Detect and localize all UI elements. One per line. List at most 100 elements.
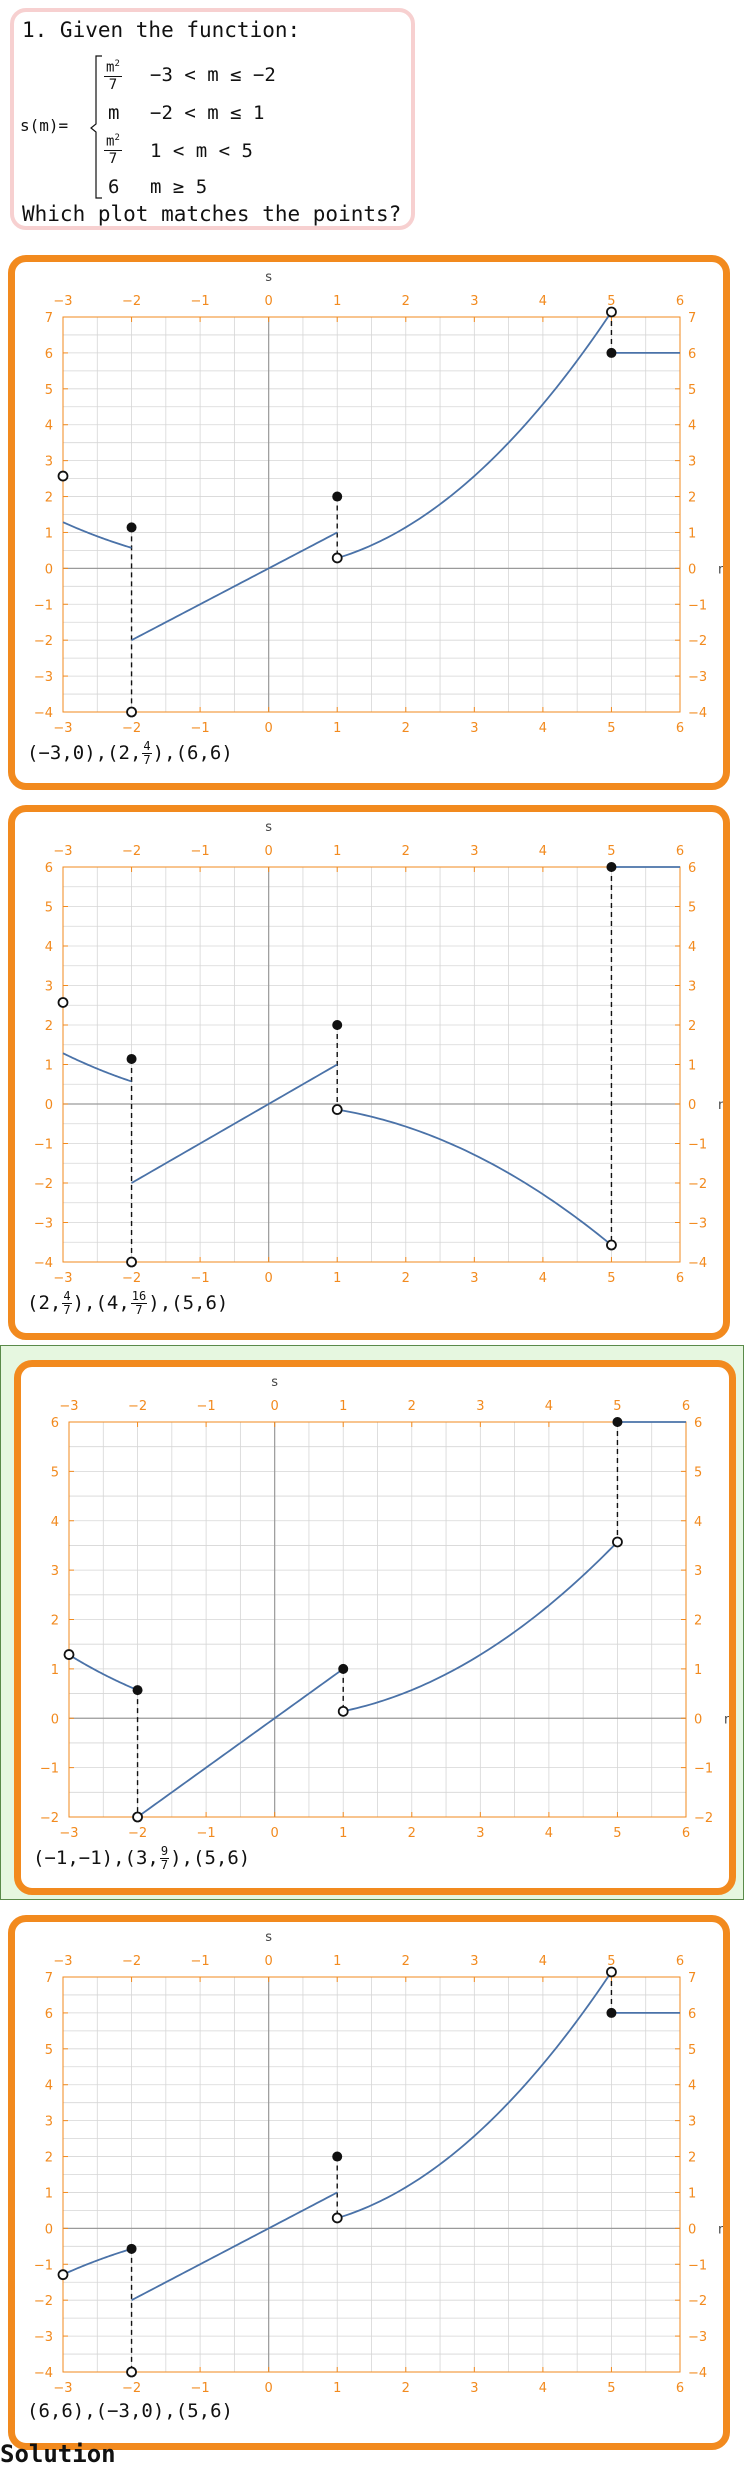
closed-point: [126, 522, 137, 533]
question-box: 1. Given the function: s(m)= m2 7 −3 < m…: [10, 8, 415, 230]
option-2[interactable]: −3 −3 −2 −2 −1 −1 0 0 1 1 2 2 3 3 4 4 5 5 6 6 −4 −4 −3 −3 −2 −2 −1…: [8, 805, 730, 1340]
y-tick-label: −1: [34, 2258, 53, 2273]
open-point: [126, 706, 137, 718]
x-tick-label: 2: [408, 1826, 416, 1841]
x-tick-label: 1: [333, 2381, 341, 2396]
x-tick-label: 5: [613, 1399, 621, 1414]
x-tick-label: 3: [470, 844, 478, 859]
point-text: ): [72, 1292, 85, 1314]
y-tick-label: 4: [694, 1515, 702, 1530]
point-text: ,: [95, 742, 108, 764]
x-tick-label: 0: [271, 1826, 279, 1841]
x-tick-label: −1: [191, 294, 210, 309]
x-tick-label: 5: [607, 844, 615, 859]
open-point: [331, 2212, 343, 2224]
x-tick-label: 1: [333, 1271, 341, 1286]
y-tick-label: −2: [40, 1811, 59, 1826]
x-tick-label: −3: [53, 1271, 72, 1286]
open-point: [63, 1649, 75, 1660]
function-segment: [62, 521, 132, 549]
x-tick-label: 0: [265, 294, 273, 309]
point-text: (−3,0): [95, 2400, 165, 2422]
y-tick-label: 3: [45, 980, 53, 995]
closed-point: [332, 1020, 343, 1030]
y-tick-label: 7: [688, 1971, 696, 1986]
y-tick-label: −3: [34, 2330, 53, 2345]
x-tick-label: 4: [539, 844, 547, 859]
closed-point: [612, 1417, 623, 1427]
plot-frame: [62, 1976, 681, 2373]
closed-point: [606, 2007, 617, 2018]
closed-point: [338, 1663, 349, 1674]
y-tick-label: 1: [45, 1059, 53, 1074]
y-tick-label: −4: [34, 2366, 53, 2381]
x-tick-label: −3: [59, 1826, 78, 1841]
option-1[interactable]: −3 −3 −2 −2 −1 −1 0 0 1 1 2 2 3 3 4 4 5 5 6 6 −4 −4 −3 −3 −2 −2 −1…: [8, 255, 730, 790]
x-tick-label: 3: [470, 1954, 478, 1969]
point-text: (−3,0): [27, 742, 96, 764]
y-tick-label: 0: [45, 562, 53, 577]
piece-2-expr: m: [108, 102, 120, 124]
open-point: [606, 1966, 617, 1978]
y-tick-label: 1: [688, 2186, 696, 2201]
y-tick-label: 1: [688, 1059, 696, 1074]
option-4-points: (6,6),(−3,0),(5,6): [27, 2400, 233, 2422]
open-point: [606, 306, 617, 318]
point-text: (6,6): [27, 2400, 85, 2422]
x-tick-label: 1: [333, 721, 341, 736]
option-2-points: (2, 4 7),(4, 16 7),(5,6): [27, 1290, 228, 1317]
y-tick-label: −4: [688, 1256, 707, 1271]
option-3[interactable]: −3 −3 −2 −2 −1 −1 0 0 1 1 2 2 3 3 4 4 5 5 6 6 −2 −2 −1 −1 0 0 1 1 2 2…: [14, 1360, 736, 1895]
y-tick-label: 1: [694, 1663, 702, 1678]
open-point: [57, 2269, 69, 2281]
y-tick-label: 3: [688, 980, 696, 995]
point-text: ,: [84, 1292, 96, 1314]
option-4[interactable]: −3 −3 −2 −2 −1 −1 0 0 1 1 2 2 3 3 4 4 5 5 6 6 −4 −4 −3 −3 −2 −2 −1…: [8, 1915, 730, 2450]
x-tick-label: 4: [539, 1954, 547, 1969]
x-tick-label: 2: [402, 294, 410, 309]
closed-point: [332, 491, 343, 502]
x-tick-label: 6: [676, 1271, 684, 1286]
y-tick-label: 5: [51, 1465, 59, 1480]
x-tick-label: 1: [339, 1399, 347, 1414]
question-title: 1. Given the function:: [22, 18, 301, 42]
y-tick-label: −1: [34, 598, 53, 613]
y-axis-label: s: [265, 1930, 272, 1945]
y-tick-label: 2: [688, 491, 696, 506]
point-text: (6,6): [175, 742, 233, 764]
open-point: [57, 997, 69, 1008]
function-name: s(m)=: [20, 116, 69, 135]
x-tick-label: 0: [265, 1954, 273, 1969]
closed-point: [332, 2151, 343, 2162]
y-tick-label: 6: [51, 1416, 59, 1431]
y-tick-label: 6: [45, 861, 53, 876]
closed-point: [132, 1685, 143, 1696]
point-text: (2,: [107, 742, 142, 764]
x-tick-label: 3: [470, 721, 478, 736]
x-tick-label: 6: [676, 721, 684, 736]
y-tick-label: 5: [688, 383, 696, 398]
x-tick-label: 5: [613, 1826, 621, 1841]
y-tick-label: −3: [688, 2330, 707, 2345]
x-tick-label: −2: [122, 721, 141, 736]
y-tick-label: 6: [688, 861, 696, 876]
point-text: ,: [84, 2400, 96, 2422]
x-tick-label: 4: [545, 1826, 553, 1841]
y-tick-label: −2: [688, 1177, 707, 1192]
point-text: ,: [164, 2400, 176, 2422]
x-tick-label: −2: [122, 294, 141, 309]
point-text: ): [148, 1292, 160, 1314]
open-point: [126, 2366, 137, 2378]
x-tick-label: 2: [402, 844, 410, 859]
y-tick-label: −2: [688, 634, 707, 649]
point-text: ): [152, 742, 165, 764]
y-tick-label: −3: [34, 1217, 53, 1232]
y-tick-label: 0: [45, 2222, 53, 2237]
closed-point: [606, 862, 617, 872]
open-point: [606, 1239, 617, 1251]
open-point: [126, 1256, 137, 1268]
x-tick-label: −1: [191, 1271, 210, 1286]
open-point: [337, 1705, 349, 1717]
y-tick-label: 2: [688, 1019, 696, 1034]
